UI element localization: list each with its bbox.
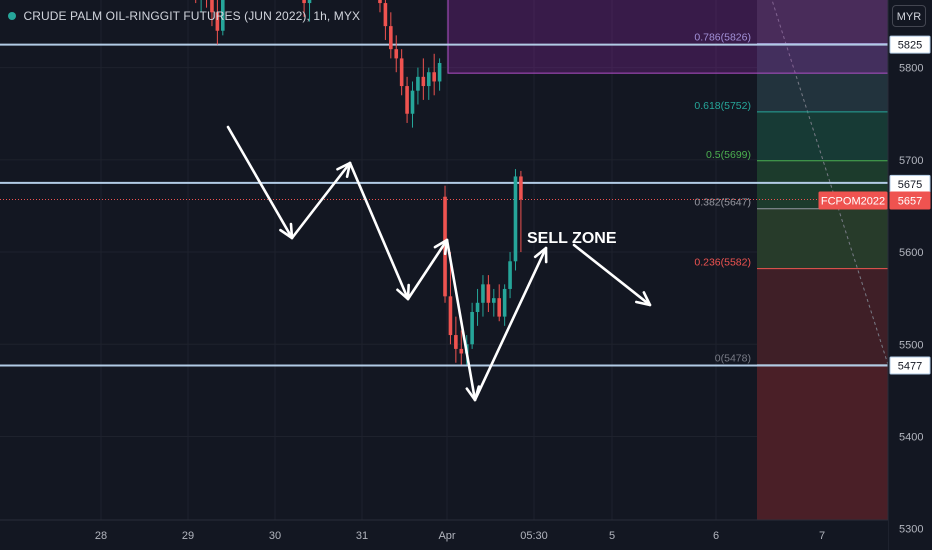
candle-up bbox=[416, 76, 420, 91]
fib-level-label: 0.382(5647) bbox=[694, 197, 751, 209]
candle-down bbox=[383, 3, 388, 27]
symbol-title[interactable]: CRUDE PALM OIL-RINGGIT FUTURES (JUN 2022… bbox=[8, 9, 360, 23]
annotation-arrow-head bbox=[635, 291, 652, 307]
symbol-label[interactable]: FCPOM2022 bbox=[821, 195, 885, 207]
symbol-title-text: CRUDE PALM OIL-RINGGIT FUTURES (JUN 2022… bbox=[23, 9, 361, 23]
annotation-arrow-segment[interactable] bbox=[445, 238, 477, 402]
time-tick-label: Apr bbox=[438, 530, 455, 542]
candle-up bbox=[470, 312, 474, 345]
candle-down bbox=[486, 284, 491, 303]
fib-zone-0786-0618 bbox=[757, 43, 888, 112]
candle-up bbox=[426, 72, 431, 87]
fibonacci-zones bbox=[757, 0, 889, 520]
candle-down bbox=[378, 0, 382, 4]
price-tick-label: 5400 bbox=[899, 432, 923, 444]
candle-up bbox=[502, 288, 507, 317]
time-tick-label: 28 bbox=[95, 530, 107, 542]
price-axis-background bbox=[888, 0, 932, 550]
time-tick-label: 31 bbox=[356, 530, 368, 542]
candle-down bbox=[497, 298, 502, 317]
candle-down bbox=[302, 0, 306, 4]
time-tick-label: 05:30 bbox=[520, 530, 548, 542]
candle-up bbox=[475, 302, 480, 313]
candle-up bbox=[221, 0, 225, 31]
time-tick-label: 30 bbox=[269, 530, 281, 542]
price-label-5825[interactable]: 5825 bbox=[898, 40, 922, 52]
fib-zone-0618-05 bbox=[757, 111, 888, 161]
candle-down bbox=[454, 335, 458, 349]
candle-up bbox=[481, 284, 485, 303]
price-label-5675[interactable]: 5675 bbox=[898, 179, 922, 191]
price-tick-label: 5700 bbox=[899, 155, 923, 167]
sell-zone-label: SELL ZONE bbox=[527, 230, 617, 247]
candle-down bbox=[448, 296, 453, 336]
fib-zone-0382-0236 bbox=[757, 208, 888, 269]
fib-zone-0236-0 bbox=[757, 268, 888, 365]
candle-up bbox=[437, 63, 442, 82]
fib-level-label: 0.236(5582) bbox=[694, 257, 751, 269]
candle-down bbox=[394, 49, 399, 59]
price-label-5477[interactable]: 5477 bbox=[898, 360, 922, 372]
annotation-arrow-head bbox=[533, 246, 548, 264]
time-tick-label: 29 bbox=[182, 530, 194, 542]
candle-down bbox=[389, 26, 393, 50]
fib-level-label: 0.786(5826) bbox=[694, 32, 751, 44]
candle-down bbox=[519, 176, 523, 200]
time-tick-label: 5 bbox=[609, 530, 615, 542]
candle-down bbox=[459, 348, 464, 354]
candle-down bbox=[421, 76, 426, 87]
annotation-arrows[interactable] bbox=[226, 125, 652, 402]
market-status-dot bbox=[8, 12, 16, 20]
time-tick-label: 7 bbox=[819, 530, 825, 542]
price-label-5825-bg bbox=[889, 35, 931, 54]
time-axis-background bbox=[0, 520, 888, 550]
candle-up bbox=[508, 261, 512, 289]
fib-level-label: 0.618(5752) bbox=[694, 100, 751, 112]
annotation-arrow-segment[interactable] bbox=[572, 243, 652, 307]
price-tick-label: 5800 bbox=[899, 63, 923, 75]
sell-zone-box[interactable]: SELL ZONE bbox=[447, 0, 889, 247]
currency-button[interactable]: MYR bbox=[892, 5, 926, 27]
annotation-arrow-segment[interactable] bbox=[473, 246, 548, 402]
fib-level-label: 0(5478) bbox=[715, 353, 751, 365]
chart-grid bbox=[0, 0, 888, 530]
sell-zone-rect[interactable] bbox=[447, 0, 889, 74]
time-tick-label: 6 bbox=[713, 530, 719, 542]
candle-down bbox=[405, 86, 409, 114]
price-tick-label: 5500 bbox=[899, 339, 923, 351]
fib-level-label: 0.5(5699) bbox=[706, 149, 751, 161]
annotation-arrow-segment[interactable] bbox=[348, 161, 410, 301]
price-axis[interactable]: 6200610060005900580057005600550054005300… bbox=[818, 0, 932, 550]
last-price-label-bg bbox=[889, 191, 931, 210]
candle-down bbox=[432, 72, 436, 82]
time-axis[interactable]: 28 29 30 31 Apr 05:30 5 6 7 bbox=[0, 519, 888, 550]
annotation-arrow-segment[interactable] bbox=[406, 238, 449, 301]
candle-up bbox=[492, 298, 496, 303]
price-tick-label: 5600 bbox=[899, 247, 923, 259]
candle-down bbox=[210, 0, 214, 13]
price-tick-label: 5300 bbox=[899, 524, 923, 536]
fib-zone-1-0786 bbox=[757, 0, 888, 44]
fib-zone-bottom bbox=[757, 364, 888, 520]
candle-up bbox=[410, 90, 415, 114]
candle-up bbox=[513, 176, 518, 262]
symbol-label-bg bbox=[818, 191, 888, 210]
annotation-arrow-segment[interactable] bbox=[226, 125, 294, 240]
last-price-label[interactable]: 5657 bbox=[898, 195, 922, 207]
price-label-5477-bg bbox=[889, 356, 931, 375]
candle-down bbox=[399, 58, 404, 87]
candle-down bbox=[215, 12, 220, 31]
candle-up bbox=[307, 0, 312, 4]
annotation-arrow-segment[interactable] bbox=[290, 161, 352, 240]
